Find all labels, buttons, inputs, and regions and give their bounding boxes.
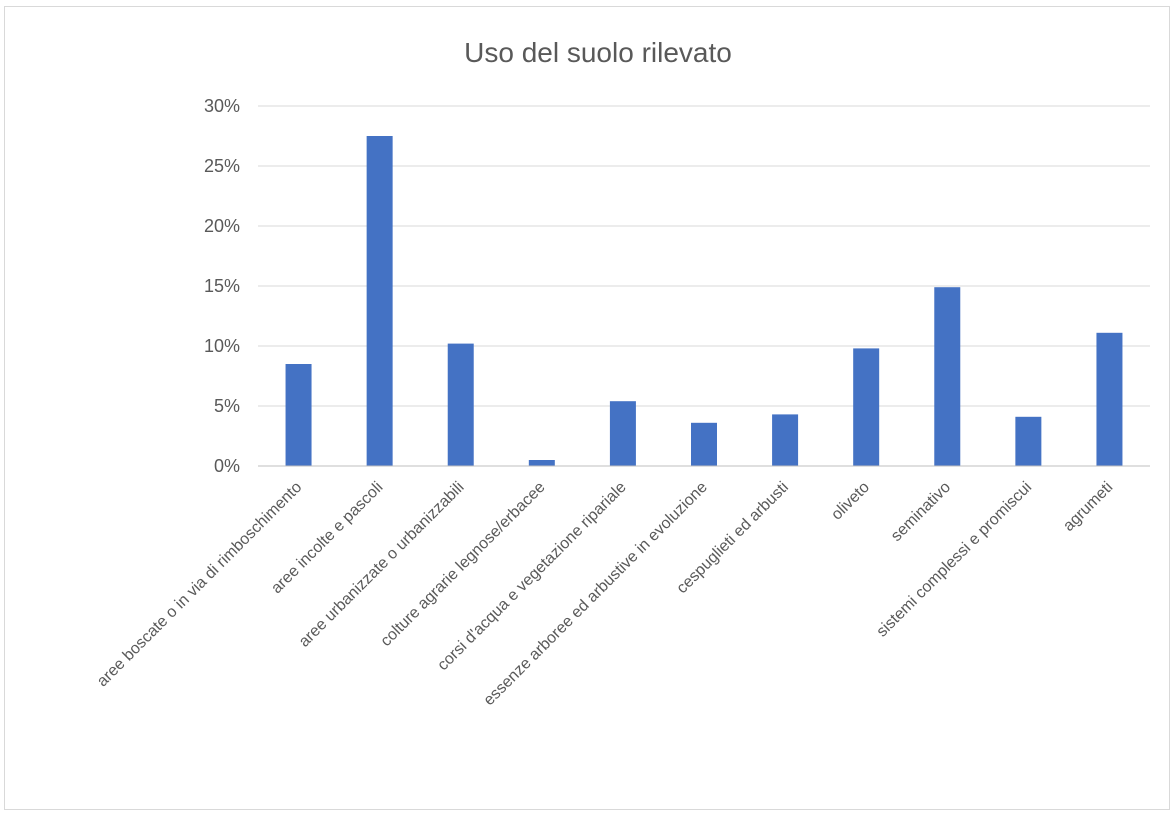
bar: [934, 287, 961, 466]
x-tick-label: seminativo: [888, 479, 954, 545]
y-tick-label: 15%: [204, 276, 240, 296]
x-tick-label: oliveto: [828, 479, 873, 524]
bar: [1015, 416, 1042, 466]
y-tick-label: 0%: [214, 456, 240, 476]
y-tick-label: 10%: [204, 336, 240, 356]
bar: [366, 136, 393, 466]
x-tick-label: aree urbanizzate o urbanizzabili: [296, 479, 468, 651]
bar: [1096, 332, 1123, 466]
y-tick-label: 30%: [204, 96, 240, 116]
bar: [691, 422, 717, 466]
bar: [853, 348, 880, 466]
y-tick-label: 5%: [214, 396, 240, 416]
x-tick-label: sistemi complessi e promiscui: [874, 479, 1036, 641]
x-axis-ticks: aree boscate o in via di rimboschimentoa…: [94, 479, 1116, 709]
bar: [447, 343, 474, 466]
chart-title: Uso del suolo rilevato: [464, 37, 732, 68]
x-tick-label: colture agrarie legnose/erbacee: [378, 479, 549, 650]
y-tick-label: 25%: [204, 156, 240, 176]
bar: [609, 401, 636, 466]
y-tick-label: 20%: [204, 216, 240, 236]
bar: [772, 414, 799, 466]
bars: [285, 136, 1123, 466]
y-axis-ticks: 0% 5% 10% 15% 20% 25% 30%: [204, 96, 240, 476]
chart-frame: [4, 6, 1170, 810]
grid-lines: [258, 105, 1150, 407]
bar: [285, 364, 312, 466]
bar: [528, 460, 555, 466]
x-tick-label: agrumeti: [1060, 479, 1116, 535]
